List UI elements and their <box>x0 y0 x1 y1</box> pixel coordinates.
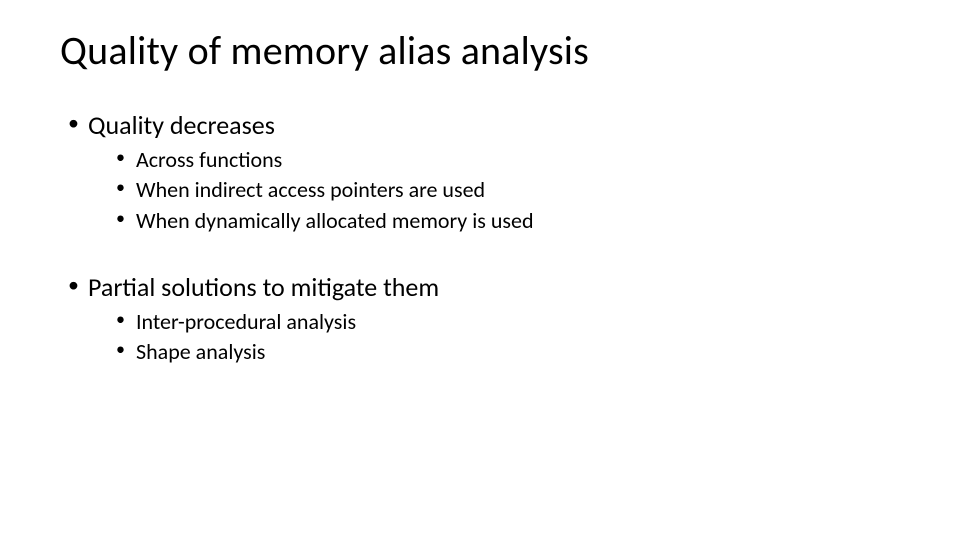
bullet-l1-item: Quality decreases Across functions When … <box>68 109 900 235</box>
bullet-list-level1: Quality decreases Across functions When … <box>68 109 900 235</box>
slide: Quality of memory alias analysis Quality… <box>0 0 960 540</box>
bullet-list-level2: Across functions When indirect access po… <box>116 146 900 236</box>
bullet-l2-text: When indirect access pointers are used <box>136 176 485 203</box>
bullet-l2-text: Shape analysis <box>136 338 265 365</box>
slide-title: Quality of memory alias analysis <box>60 26 900 75</box>
bullet-l2-item: When dynamically allocated memory is use… <box>116 207 900 236</box>
bullet-l2-item: Inter-procedural analysis <box>116 308 900 337</box>
bullet-l2-text: When dynamically allocated memory is use… <box>136 207 534 234</box>
bullet-list-level2: Inter-procedural analysis Shape analysis <box>116 308 900 367</box>
bullet-l2-item: When indirect access pointers are used <box>116 176 900 205</box>
spacer <box>60 241 900 271</box>
bullet-l2-item: Across functions <box>116 146 900 175</box>
bullet-l2-item: Shape analysis <box>116 338 900 367</box>
bullet-l2-text: Across functions <box>136 146 282 173</box>
bullet-l1-text: Partial solutions to mitigate them <box>88 271 439 303</box>
bullet-l2-text: Inter-procedural analysis <box>136 308 356 335</box>
bullet-list-level1: Partial solutions to mitigate them Inter… <box>68 271 900 367</box>
bullet-l1-text: Quality decreases <box>88 109 275 141</box>
bullet-l1-item: Partial solutions to mitigate them Inter… <box>68 271 900 367</box>
